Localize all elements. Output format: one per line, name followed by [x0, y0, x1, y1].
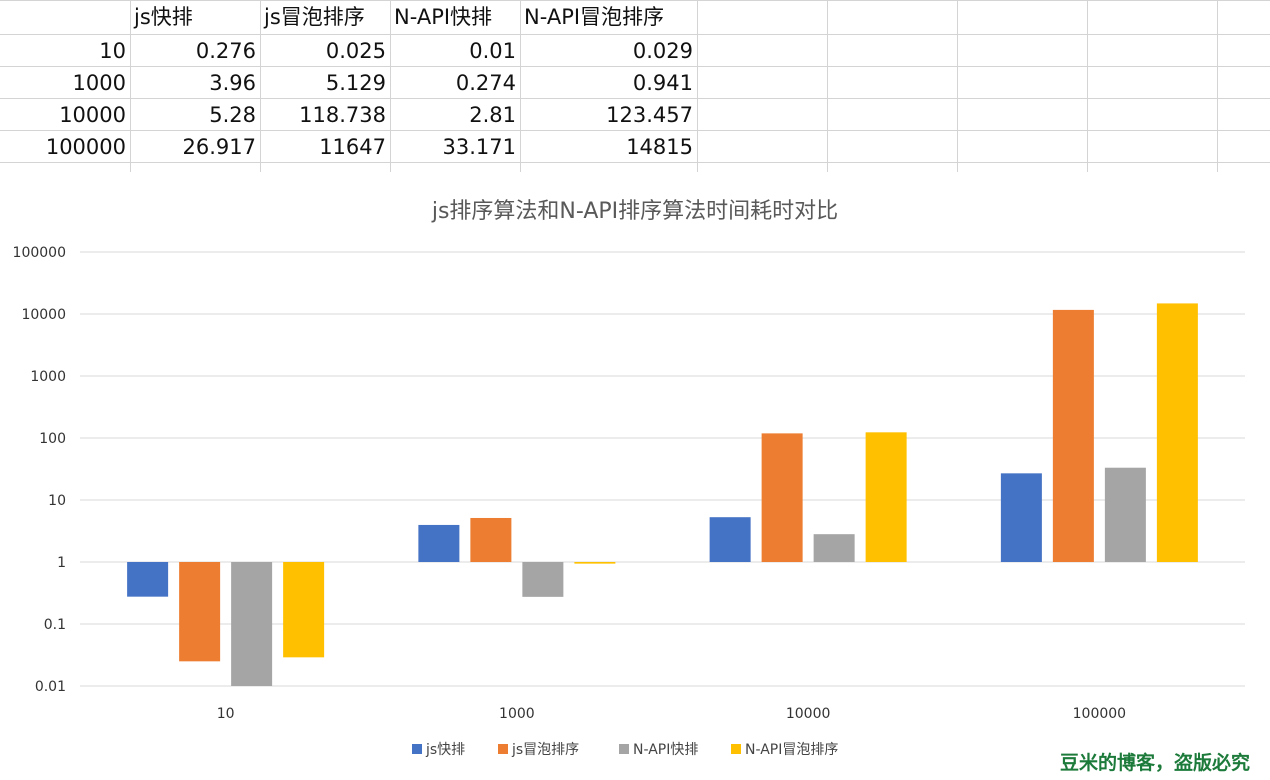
table-cell[interactable]: 5.28	[209, 103, 256, 127]
legend-swatch	[731, 744, 741, 754]
x-tick-label: 10	[217, 706, 235, 722]
table-cell[interactable]: 3.96	[209, 71, 256, 95]
bar	[1104, 467, 1146, 562]
grid-row-line	[0, 0, 1270, 1]
table-cell[interactable]: 5.129	[325, 71, 386, 95]
bar	[522, 562, 564, 597]
grid-col-line	[520, 0, 521, 172]
bar	[283, 562, 325, 658]
bar	[1156, 303, 1198, 562]
grid-col-line	[260, 0, 261, 172]
grid-col-line	[827, 0, 828, 172]
legend-label: js冒泡排序	[511, 742, 579, 758]
legend-label: N-API冒泡排序	[745, 742, 838, 758]
table-header-cell[interactable]: js快排	[134, 5, 193, 29]
grid-row-line	[0, 34, 1270, 35]
bar-chart: js排序算法和N-API排序算法时间耗时对比 0.01 0.1 1 10 100 1000 1…	[13, 199, 1245, 758]
table-cell[interactable]: 10	[99, 39, 126, 63]
bar	[574, 562, 616, 564]
bar	[1052, 309, 1094, 562]
bar	[761, 433, 803, 562]
spreadsheet-grid: js快排 js冒泡排序 N-API快排 N-API冒泡排序 10 0.276 0.025 0.…	[0, 0, 1270, 172]
chart-area: js排序算法和N-API排序算法时间耗时对比 0.01 0.1 1 10 100 1000 1…	[0, 178, 1270, 780]
y-tick-label: 100000	[13, 245, 66, 261]
bar	[418, 524, 460, 562]
y-tick-label: 10000	[21, 307, 66, 323]
bar	[127, 562, 169, 597]
bar	[709, 517, 751, 562]
table-cell[interactable]: 1000	[72, 71, 126, 95]
table-cell[interactable]: 0.274	[455, 71, 516, 95]
grid-col-line	[390, 0, 391, 172]
y-tick-label: 1	[57, 555, 66, 571]
table-header-cell[interactable]: js冒泡排序	[264, 5, 365, 29]
table-header-cell[interactable]: N-API冒泡排序	[524, 5, 665, 29]
table-cell[interactable]: 0.01	[469, 39, 516, 63]
bar	[231, 562, 273, 686]
table-cell[interactable]: 0.276	[195, 39, 256, 63]
x-tick-label: 1000	[499, 706, 535, 722]
table-cell[interactable]: 0.025	[325, 39, 386, 63]
table-cell[interactable]: 0.941	[632, 71, 693, 95]
y-tick-label: 0.1	[44, 617, 66, 633]
bar	[813, 534, 855, 562]
x-tick-label: 100000	[1073, 706, 1126, 722]
grid-col-line	[130, 0, 131, 172]
table-cell[interactable]: 14815	[626, 135, 693, 159]
table-cell[interactable]: 2.81	[469, 103, 516, 127]
y-tick-label: 1000	[30, 369, 66, 385]
y-tick-label: 10	[48, 493, 66, 509]
table-cell[interactable]: 100000	[45, 135, 126, 159]
legend-swatch	[619, 744, 629, 754]
table-cell[interactable]: 10000	[59, 103, 126, 127]
grid-col-line	[697, 0, 698, 172]
bar	[865, 432, 907, 562]
grid-row-line	[0, 130, 1270, 131]
legend-label: js快排	[425, 742, 465, 758]
grid-row-line	[0, 66, 1270, 67]
grid-col-line	[1087, 0, 1088, 172]
y-tick-label: 0.01	[35, 679, 66, 695]
table-cell[interactable]: 11647	[319, 135, 386, 159]
table-cell[interactable]: 123.457	[606, 103, 693, 127]
grid-col-line	[957, 0, 958, 172]
x-tick-label: 10000	[786, 706, 831, 722]
table-header-cell[interactable]	[0, 1, 130, 33]
table-cell[interactable]: 33.171	[442, 135, 516, 159]
bar	[179, 562, 221, 662]
table-header-cell[interactable]: N-API快排	[394, 5, 493, 29]
legend-swatch	[412, 744, 422, 754]
table-cell[interactable]: 118.738	[299, 103, 386, 127]
table-cell[interactable]: 0.029	[632, 39, 693, 63]
legend-label: N-API快排	[633, 742, 698, 758]
grid-row-line	[0, 98, 1270, 99]
table-cell[interactable]: 26.917	[182, 135, 256, 159]
legend-swatch	[498, 744, 508, 754]
y-tick-label: 100	[39, 431, 66, 447]
grid-col-line	[1217, 0, 1218, 172]
watermark: 豆米的博客，盗版必究	[1060, 752, 1251, 774]
bar	[1000, 473, 1042, 562]
grid-row-line	[0, 162, 1270, 163]
chart-title: js排序算法和N-API排序算法时间耗时对比	[431, 199, 838, 224]
bar	[470, 517, 512, 562]
